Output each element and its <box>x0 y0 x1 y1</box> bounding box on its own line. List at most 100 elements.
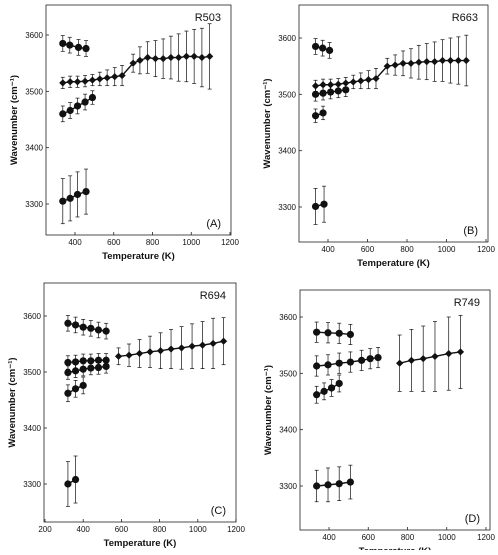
x-tick-label: 1000 <box>182 238 200 247</box>
y-tick-label: 3600 <box>23 312 41 321</box>
y-tick-label: 3600 <box>25 31 43 40</box>
x-tick-label: 1200 <box>221 238 239 247</box>
data-point-circle <box>324 329 332 337</box>
x-tick-label: 600 <box>361 245 375 254</box>
series-5 <box>311 185 328 225</box>
data-point-circle <box>59 110 67 118</box>
plot-frame <box>298 4 489 243</box>
data-point-circle <box>79 365 87 373</box>
data-point-diamond <box>399 59 407 67</box>
data-point-diamond <box>326 81 335 89</box>
data-point-diamond <box>407 356 416 364</box>
x-tick-label: 800 <box>153 525 167 534</box>
data-point-diamond <box>419 355 427 363</box>
data-point-diamond <box>219 337 228 345</box>
data-point-diamond <box>407 59 415 67</box>
y-tick-label: 3500 <box>23 368 41 377</box>
data-point-circle <box>87 324 95 332</box>
data-point-circle <box>73 190 82 199</box>
x-axis-label: Temperature (K) <box>357 258 430 269</box>
x-tick-label: 600 <box>362 533 376 542</box>
series-3 <box>59 90 97 123</box>
plot-frame <box>43 282 237 523</box>
data-point-circle <box>335 329 343 337</box>
data-point-diamond <box>96 75 104 83</box>
data-point-diamond <box>364 76 373 84</box>
data-point-circle <box>82 44 90 53</box>
data-point-circle <box>66 106 74 115</box>
data-point-circle <box>94 326 103 334</box>
data-point-circle <box>71 475 80 484</box>
data-point-diamond <box>144 53 152 62</box>
series-3 <box>313 374 343 404</box>
data-point-circle <box>87 364 95 372</box>
series-line <box>316 331 351 336</box>
data-point-diamond <box>454 56 462 65</box>
data-point-diamond <box>209 339 217 348</box>
data-point-diamond <box>357 77 365 85</box>
series-1 <box>59 35 90 57</box>
data-point-circle <box>357 356 366 364</box>
data-point-diamond <box>156 347 165 355</box>
y-tick-label: 3300 <box>23 480 41 489</box>
y-tick-label: 3600 <box>278 34 296 43</box>
data-point-diamond <box>445 350 453 358</box>
data-point-diamond <box>81 77 89 85</box>
series-5 <box>64 455 80 507</box>
data-point-circle <box>319 109 327 117</box>
data-point-diamond <box>198 341 207 349</box>
x-tick-label: 1200 <box>477 533 495 542</box>
y-axis-label: Wavenumber (cm⁻¹) <box>7 357 18 447</box>
y-tick-label: 3500 <box>278 90 296 99</box>
data-point-diamond <box>167 345 175 353</box>
x-tick-label: 1200 <box>227 525 245 534</box>
data-point-diamond <box>206 52 214 61</box>
x-tick-label: 800 <box>146 238 160 247</box>
data-point-circle <box>66 194 74 202</box>
y-tick-label: 3600 <box>279 313 297 322</box>
data-point-circle <box>311 112 320 120</box>
data-point-diamond <box>136 56 144 64</box>
data-point-circle <box>71 367 80 375</box>
data-point-circle <box>311 202 320 211</box>
data-point-diamond <box>182 52 191 61</box>
data-point-diamond <box>59 79 67 87</box>
data-point-diamond <box>114 352 123 360</box>
x-tick-label: 400 <box>322 533 336 542</box>
data-point-diamond <box>188 342 196 350</box>
data-point-circle <box>311 90 320 98</box>
y-axis-label: Wavenumber (cm⁻¹) <box>262 78 273 168</box>
data-point-circle <box>64 480 72 488</box>
data-point-circle <box>324 361 332 369</box>
data-point-diamond <box>111 73 119 81</box>
data-point-diamond <box>438 56 447 65</box>
data-point-diamond <box>415 58 423 66</box>
panel-title: R694 <box>200 290 226 302</box>
data-point-circle <box>313 328 321 336</box>
data-point-circle <box>59 197 67 205</box>
series-6 <box>114 317 228 370</box>
series-line <box>316 382 340 396</box>
data-point-diamond <box>198 53 206 62</box>
y-tick-label: 3400 <box>279 426 297 435</box>
data-point-circle <box>102 327 110 335</box>
data-point-circle <box>324 481 332 489</box>
data-point-circle <box>342 86 350 94</box>
data-point-circle <box>335 379 343 388</box>
data-point-circle <box>311 42 320 51</box>
data-point-circle <box>74 43 83 51</box>
y-tick-label: 3500 <box>279 369 297 378</box>
data-point-circle <box>71 385 80 393</box>
data-point-diamond <box>396 359 404 367</box>
y-tick-label: 3400 <box>25 144 43 153</box>
data-point-diamond <box>372 74 380 83</box>
data-point-circle <box>346 478 354 486</box>
data-point-diamond <box>73 78 82 86</box>
plot-frame <box>45 4 232 236</box>
data-point-circle <box>71 358 80 366</box>
y-axis-label: Wavenumber (cm⁻¹) <box>263 365 274 455</box>
data-point-circle <box>346 358 354 366</box>
series-1 <box>313 321 354 345</box>
y-tick-label: 3400 <box>23 424 41 433</box>
